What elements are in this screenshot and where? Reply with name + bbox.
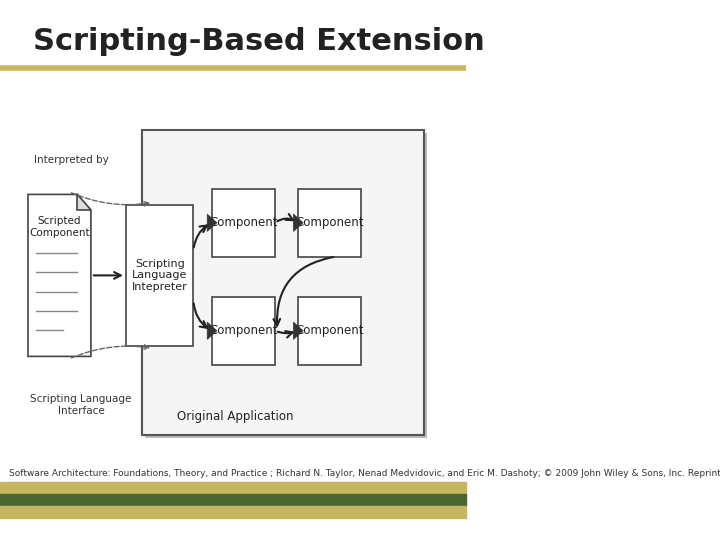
Text: Scripting
Language
Intepreter: Scripting Language Intepreter [132, 259, 187, 292]
Polygon shape [28, 194, 91, 356]
Text: Component: Component [210, 216, 278, 229]
FancyArrowPatch shape [277, 214, 293, 221]
Text: Original Application: Original Application [177, 410, 294, 423]
Bar [298, 189, 361, 256]
Bar [0, 482, 466, 494]
FancyArrowPatch shape [194, 226, 207, 247]
Polygon shape [207, 214, 217, 231]
Text: Scripting Language
Interface: Scripting Language Interface [30, 394, 132, 416]
Bar [126, 205, 194, 346]
Bar [142, 130, 424, 435]
Text: Interpreted by: Interpreted by [35, 154, 109, 165]
FancyArrowPatch shape [71, 345, 148, 358]
Polygon shape [294, 214, 303, 231]
Bar [0, 506, 466, 518]
Bar [0, 494, 466, 506]
FancyArrowPatch shape [194, 303, 207, 328]
Bar [212, 189, 275, 256]
Text: Component: Component [295, 324, 364, 338]
FancyArrowPatch shape [71, 193, 148, 206]
FancyArrowPatch shape [94, 272, 121, 279]
Bar [145, 133, 428, 438]
Polygon shape [207, 322, 217, 340]
Bar [298, 297, 361, 364]
Text: Component: Component [295, 216, 364, 229]
Polygon shape [77, 194, 91, 211]
Polygon shape [294, 322, 303, 340]
Text: Software Architecture: Foundations, Theory, and Practice ; Richard N. Taylor, Ne: Software Architecture: Foundations, Theo… [9, 469, 720, 478]
Text: Scripted
Component: Scripted Component [29, 216, 90, 238]
Text: Scripting-Based Extension: Scripting-Based Extension [32, 27, 485, 56]
FancyArrowPatch shape [274, 257, 333, 326]
Bar [212, 297, 275, 364]
Text: Component: Component [210, 324, 278, 338]
FancyArrowPatch shape [278, 331, 292, 338]
